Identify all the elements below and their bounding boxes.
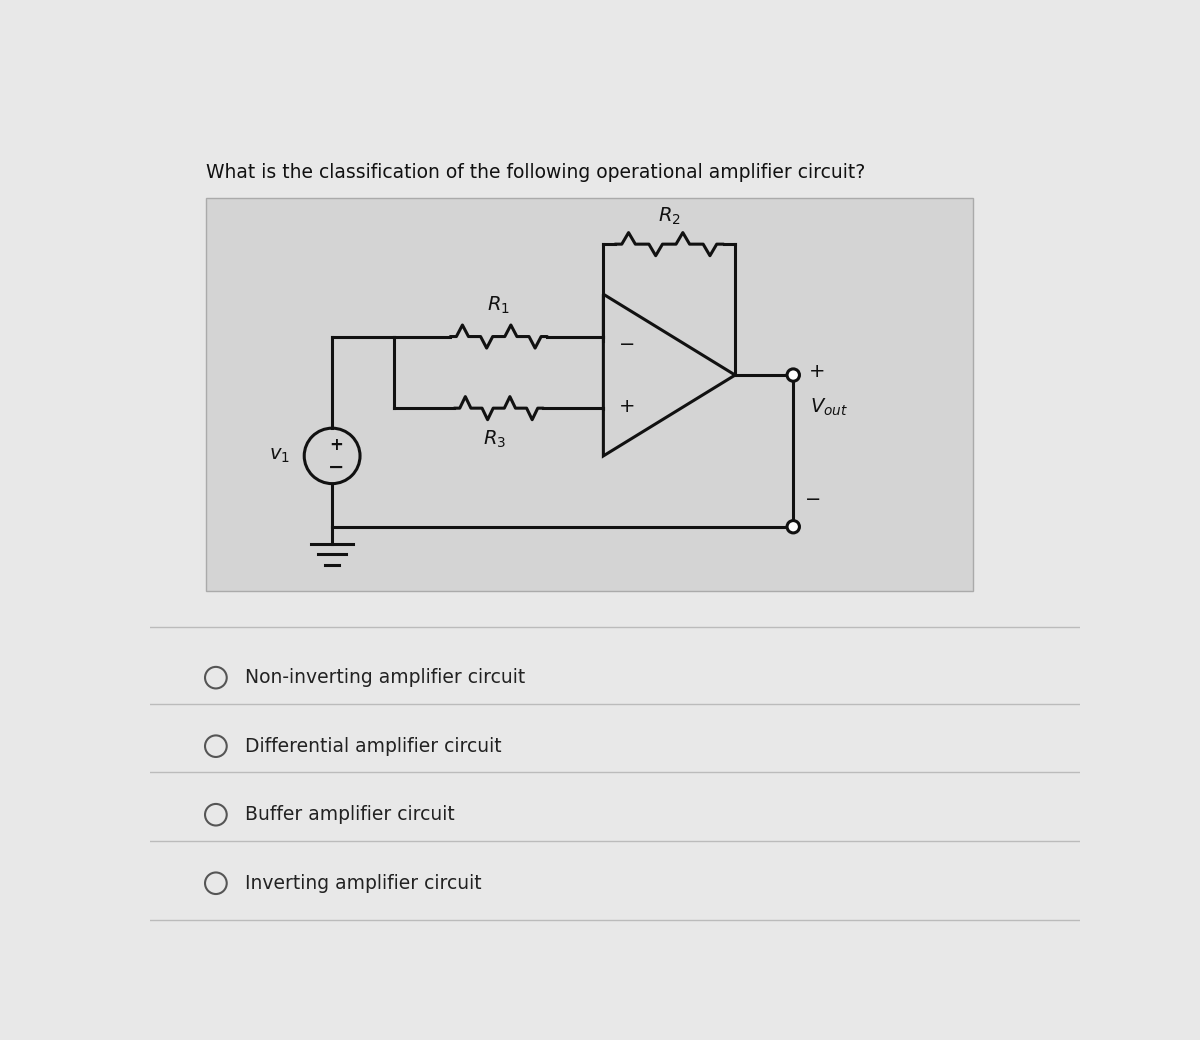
Text: What is the classification of the following operational amplifier circuit?: What is the classification of the follow…: [206, 163, 865, 182]
Text: $V_{out}$: $V_{out}$: [810, 396, 848, 418]
Text: $R_2$: $R_2$: [658, 206, 680, 227]
Text: $R_1$: $R_1$: [487, 294, 510, 316]
Text: Inverting amplifier circuit: Inverting amplifier circuit: [245, 874, 481, 892]
Text: +: +: [619, 397, 635, 416]
Text: +: +: [329, 436, 343, 454]
Text: $v_1$: $v_1$: [269, 446, 289, 465]
Text: Differential amplifier circuit: Differential amplifier circuit: [245, 736, 502, 756]
Text: $R_3$: $R_3$: [484, 428, 506, 450]
Text: Non-inverting amplifier circuit: Non-inverting amplifier circuit: [245, 668, 524, 687]
Text: −: −: [328, 458, 344, 477]
Bar: [206, 198, 973, 591]
Text: +: +: [809, 362, 826, 381]
Text: −: −: [805, 490, 821, 510]
Text: Buffer amplifier circuit: Buffer amplifier circuit: [245, 805, 455, 825]
Circle shape: [787, 369, 799, 382]
Text: −: −: [619, 336, 635, 355]
Circle shape: [787, 521, 799, 532]
